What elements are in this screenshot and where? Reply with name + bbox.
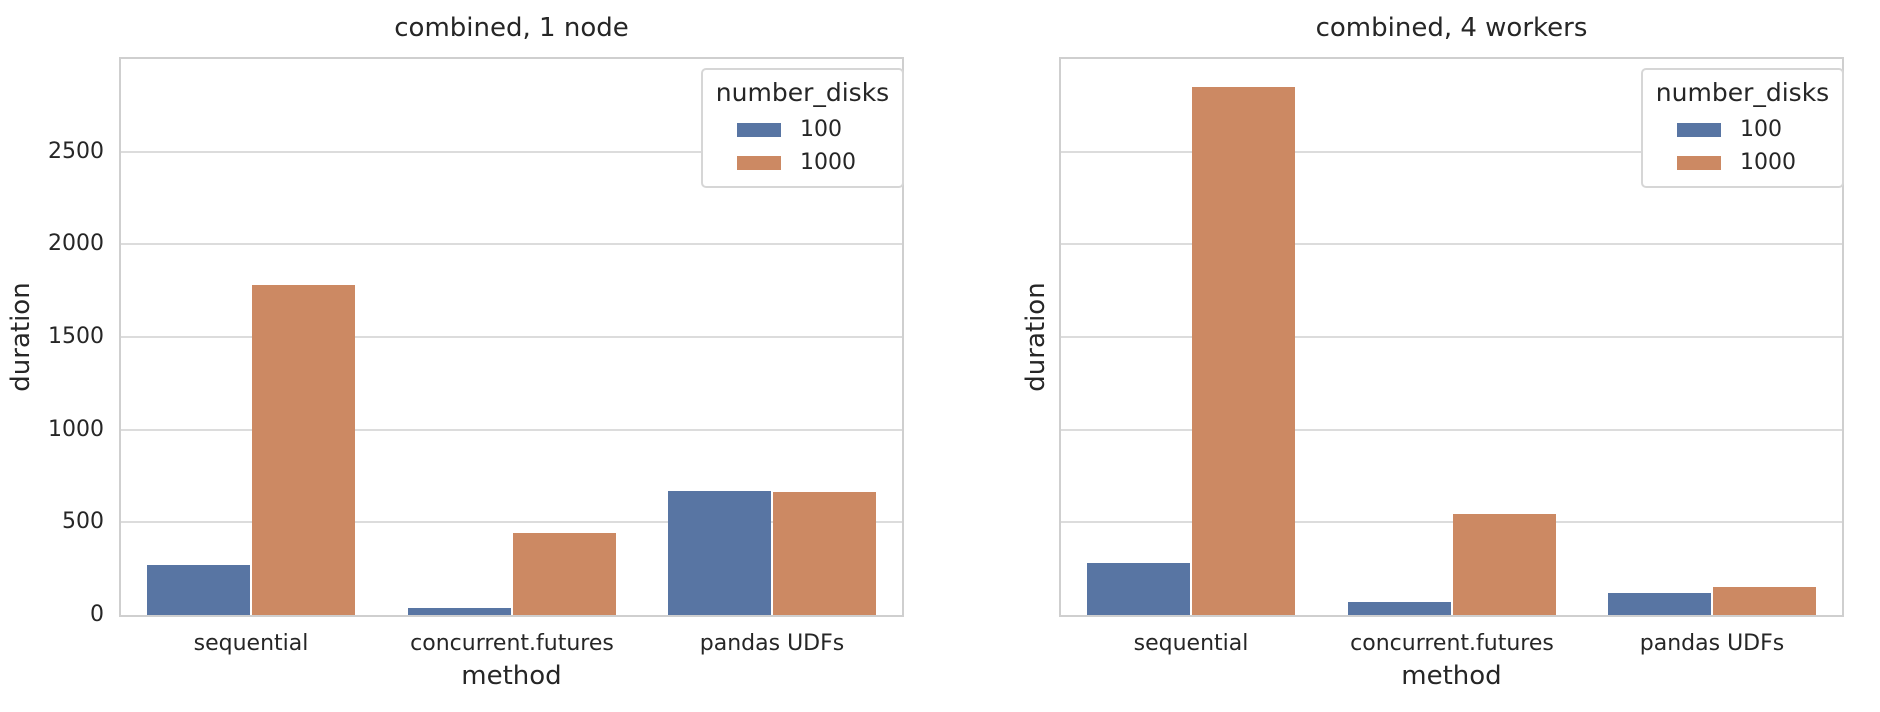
bar-pandas-udfs-1000 <box>1713 587 1816 615</box>
bar-sequential-1000 <box>1192 87 1295 615</box>
xtick-label-sequential: sequential <box>1133 631 1249 656</box>
bar-sequential-100 <box>147 565 250 615</box>
chart-title: combined, 4 workers <box>1315 13 1588 43</box>
legend-label: 100 <box>800 117 842 142</box>
legend-entry: 100 <box>703 117 902 143</box>
bar-concurrent-futures-1000 <box>1453 514 1556 615</box>
legend-title: number_disks <box>1655 78 1830 107</box>
ytick-label-2000: 2000 <box>48 231 104 256</box>
bar-concurrent-futures-1000 <box>513 533 616 615</box>
legend-swatch-100 <box>1677 123 1721 137</box>
ytick-label-1500: 1500 <box>48 324 104 349</box>
plot-area: number_disks 100 1000 <box>119 57 904 617</box>
gridline-1000 <box>121 429 902 431</box>
bar-sequential-100 <box>1087 563 1190 615</box>
legend: number_disks 100 1000 <box>701 68 904 188</box>
legend-label: 1000 <box>800 150 856 175</box>
bar-concurrent-futures-100 <box>1348 602 1451 615</box>
bar-pandas-udfs-100 <box>1608 593 1711 615</box>
legend-swatch-1000 <box>1677 156 1721 170</box>
gridline-500 <box>121 521 902 523</box>
ytick-label-2500: 2500 <box>48 139 104 164</box>
bar-pandas-udfs-100 <box>668 491 771 615</box>
legend-swatch-100 <box>737 123 781 137</box>
gridline-1500 <box>1061 336 1842 338</box>
xtick-label-pandas-udfs: pandas UDFs <box>699 631 845 656</box>
xtick-label-sequential: sequential <box>193 631 309 656</box>
legend: number_disks 100 1000 <box>1641 68 1844 188</box>
xtick-label-concurrent-futures: concurrent.futures <box>410 631 614 656</box>
ytick-label-500: 500 <box>62 509 104 534</box>
x-axis-label: method <box>1401 661 1502 691</box>
gridline-1000 <box>1061 429 1842 431</box>
legend-entry: 1000 <box>703 150 902 176</box>
legend-swatch-1000 <box>737 156 781 170</box>
gridline-2000 <box>121 243 902 245</box>
legend-entry: 100 <box>1643 117 1842 143</box>
legend-entry: 1000 <box>1643 150 1842 176</box>
plot-area: number_disks 100 1000 <box>1059 57 1844 617</box>
xtick-label-concurrent-futures: concurrent.futures <box>1350 631 1554 656</box>
bar-concurrent-futures-100 <box>408 608 511 615</box>
legend-title: number_disks <box>715 78 890 107</box>
gridline-2500 <box>121 151 902 153</box>
gridline-500 <box>1061 521 1842 523</box>
plot-combined-4-workers: combined, 4 workers duration number_disk… <box>1021 13 1844 691</box>
y-axis-label: duration <box>1021 282 1051 392</box>
gridline-2000 <box>1061 243 1842 245</box>
ytick-label-1000: 1000 <box>48 417 104 442</box>
bar-pandas-udfs-1000 <box>773 492 876 615</box>
bar-sequential-1000 <box>252 285 355 615</box>
gridline-1500 <box>121 336 902 338</box>
ytick-label-0: 0 <box>90 602 104 627</box>
legend-label: 100 <box>1740 117 1782 142</box>
legend-label: 1000 <box>1740 150 1796 175</box>
xtick-label-pandas-udfs: pandas UDFs <box>1639 631 1785 656</box>
x-axis-label: method <box>461 661 562 691</box>
chart-title: combined, 1 node <box>394 13 629 43</box>
gridline-2500 <box>1061 151 1842 153</box>
plot-combined-1-node: combined, 1 node duration number_disks 1… <box>6 13 904 691</box>
